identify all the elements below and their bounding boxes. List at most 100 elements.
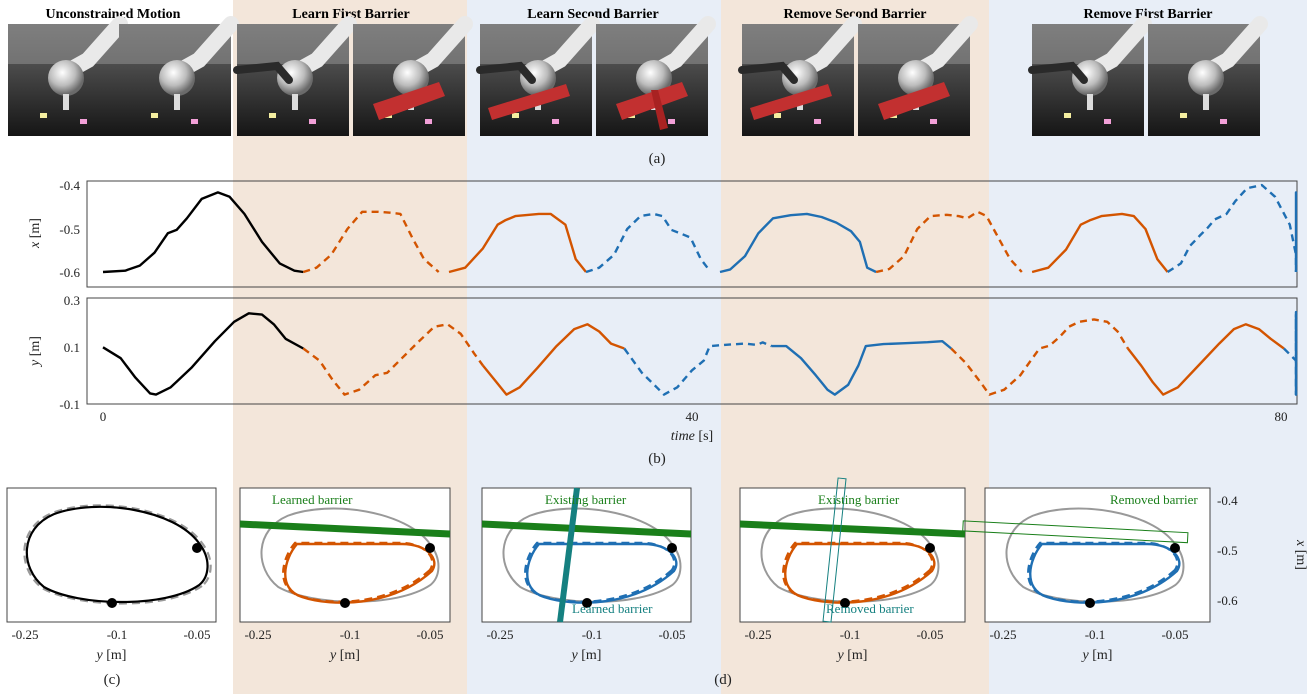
end-point bbox=[840, 598, 850, 608]
trajectory-segment-7 bbox=[1031, 212, 1169, 274]
portrait-xtick: -0.1 bbox=[107, 627, 128, 642]
green-barrier bbox=[739, 520, 966, 538]
marker-yellow bbox=[151, 113, 158, 118]
portrait-xtick: -0.1 bbox=[340, 627, 361, 642]
portrait-xlabel-var: y bbox=[570, 648, 579, 663]
marker-yellow bbox=[40, 113, 47, 118]
robot-probe bbox=[63, 94, 69, 110]
executed-trajectory bbox=[284, 542, 436, 604]
portrait-xlabel-unit: [m] bbox=[844, 648, 868, 663]
time-tick-40: 40 bbox=[686, 409, 699, 424]
robot-end-effector bbox=[393, 60, 429, 96]
portrait-ytick: -0.6 bbox=[1217, 593, 1238, 608]
portrait-ylabel: x [m] bbox=[1293, 539, 1307, 570]
robot-end-effector bbox=[277, 60, 313, 96]
y-tick-top: 0.3 bbox=[64, 293, 80, 308]
time-tick-80: 80 bbox=[1275, 409, 1288, 424]
removed-barrier-annotation-2-label: Removed barrier bbox=[1110, 492, 1198, 507]
portrait-xtick: -0.05 bbox=[1161, 627, 1188, 642]
robot-end-effector bbox=[782, 60, 818, 96]
learned-barrier-annotation-2: Learned barrier bbox=[572, 601, 653, 616]
caption-a: (a) bbox=[649, 151, 666, 167]
portrait-y-axis: -0.4 -0.5 -0.6 x [m] bbox=[1217, 493, 1307, 608]
portrait-ytick: -0.4 bbox=[1217, 493, 1238, 508]
removed-barrier-annotation-2: Removed barrier bbox=[1110, 492, 1198, 507]
phase-title-remove-second: Remove Second Barrier bbox=[783, 7, 926, 22]
phase-title-remove-first: Remove First Barrier bbox=[1083, 7, 1212, 22]
end-point bbox=[107, 598, 117, 608]
trajectory-segment-3 bbox=[448, 212, 587, 274]
red-barrier-block-2 bbox=[651, 90, 668, 130]
green-barrier bbox=[481, 520, 692, 538]
learned-barrier-annotation: Learned barrier bbox=[272, 492, 353, 507]
trajectory-segment-2 bbox=[302, 323, 484, 396]
removed-teal-barrier bbox=[822, 477, 847, 623]
marker-pink bbox=[814, 119, 821, 124]
portrait-xlabel-var: y bbox=[1081, 648, 1090, 663]
executed-trajectory bbox=[1029, 542, 1181, 604]
portrait-xlabel-unit: [m] bbox=[103, 648, 127, 663]
robot-photo bbox=[233, 16, 357, 136]
robot-probe bbox=[174, 94, 180, 110]
marker-pink bbox=[309, 119, 316, 124]
y-timeseries bbox=[102, 310, 1298, 396]
y-plot-ylabel-unit: [m] bbox=[28, 336, 43, 360]
marker-yellow bbox=[512, 113, 519, 118]
robot-end-effector bbox=[1188, 60, 1224, 96]
robot-photo bbox=[119, 16, 239, 136]
portrait-xlabel-unit: [m] bbox=[336, 648, 360, 663]
caption-c: (c) bbox=[104, 672, 121, 688]
marker-yellow bbox=[1064, 113, 1071, 118]
portrait-xlabel: y [m] bbox=[570, 648, 602, 663]
portrait-xtick: -0.05 bbox=[916, 627, 943, 642]
y-tick-bottom: -0.1 bbox=[59, 397, 80, 412]
trajectory-segment-3 bbox=[481, 323, 625, 396]
phase-portrait-4 bbox=[739, 477, 966, 623]
robot-end-effector bbox=[898, 60, 934, 96]
trajectory-segment-5 bbox=[719, 212, 877, 274]
portrait-xlabel-var: y bbox=[95, 648, 104, 663]
end-point bbox=[1085, 598, 1095, 608]
x-plot-ylabel-unit: [m] bbox=[28, 218, 43, 242]
portrait-xlabel: y [m] bbox=[836, 648, 868, 663]
robot-probe bbox=[1087, 94, 1093, 110]
marker-yellow bbox=[269, 113, 276, 118]
robot-probe bbox=[1203, 94, 1209, 110]
robot-photo-strip bbox=[8, 16, 1268, 136]
portrait-axis: -0.25 -0.1 -0.05 y [m] bbox=[744, 627, 943, 663]
marker-pink bbox=[80, 119, 87, 124]
time-tick-0: 0 bbox=[100, 409, 107, 424]
green-barrier bbox=[239, 520, 451, 538]
portrait-xtick: -0.25 bbox=[11, 627, 38, 642]
red-barrier-block bbox=[878, 82, 950, 120]
trajectory-segment-2 bbox=[302, 210, 440, 274]
phase-title-learn-first: Learn First Barrier bbox=[292, 7, 409, 22]
time-axis-label: time [s] bbox=[671, 429, 713, 444]
start-point bbox=[667, 543, 677, 553]
robot-probe bbox=[292, 94, 298, 110]
robot-end-effector bbox=[48, 60, 84, 96]
marker-pink bbox=[930, 119, 937, 124]
trajectory-segment-1 bbox=[102, 191, 304, 274]
portrait-xtick: -0.05 bbox=[183, 627, 210, 642]
learned-barrier-annotation-2-label: Learned barrier bbox=[572, 601, 653, 616]
y-plot-ylabel: y [m] bbox=[28, 336, 43, 368]
portrait-xtick: -0.05 bbox=[658, 627, 685, 642]
robot-photo bbox=[8, 16, 128, 136]
robot-photo bbox=[476, 16, 600, 136]
x-plot-ylabel: x [m] bbox=[28, 218, 43, 249]
portrait-xlabel-var: y bbox=[328, 648, 337, 663]
marker-pink bbox=[425, 119, 432, 124]
x-tick-mid: -0.5 bbox=[59, 222, 80, 237]
caption-d: (d) bbox=[714, 672, 732, 688]
removed-barrier-annotation: Removed barrier bbox=[826, 601, 914, 616]
portrait-xtick: -0.1 bbox=[1085, 627, 1106, 642]
x-plot-ylabel-var: x bbox=[28, 241, 43, 249]
robot-end-effector bbox=[1072, 60, 1108, 96]
portrait-xlabel: y [m] bbox=[1081, 648, 1113, 663]
phase-portrait-1 bbox=[6, 487, 217, 623]
portrait-ylabel-unit: [m] bbox=[1293, 546, 1307, 570]
portrait-xtick: -0.25 bbox=[989, 627, 1016, 642]
phase-title-unconstrained: Unconstrained Motion bbox=[46, 7, 181, 22]
